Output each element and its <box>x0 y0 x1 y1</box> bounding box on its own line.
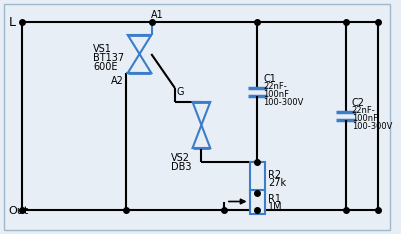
Text: G: G <box>177 87 184 97</box>
Text: VS1: VS1 <box>93 44 112 54</box>
FancyBboxPatch shape <box>4 4 390 230</box>
Text: C2: C2 <box>352 98 365 108</box>
Text: 600E: 600E <box>93 62 118 72</box>
Text: R2: R2 <box>268 171 282 180</box>
Text: 100-300V: 100-300V <box>352 122 392 131</box>
Text: L: L <box>9 17 16 29</box>
Text: 100nF: 100nF <box>352 114 378 123</box>
Text: 1M: 1M <box>268 202 283 212</box>
Text: C1: C1 <box>263 74 276 84</box>
Text: 22nF-: 22nF- <box>263 82 287 91</box>
Text: BT137: BT137 <box>93 53 124 63</box>
Text: Out: Out <box>9 206 29 216</box>
Text: DB3: DB3 <box>171 162 191 172</box>
Text: A1: A1 <box>151 10 164 20</box>
Text: 100-300V: 100-300V <box>263 98 304 107</box>
FancyBboxPatch shape <box>249 190 265 213</box>
FancyBboxPatch shape <box>249 162 265 193</box>
Text: R1: R1 <box>268 194 281 205</box>
Text: VS2: VS2 <box>171 153 190 163</box>
Text: 27k: 27k <box>268 179 286 189</box>
Text: 100nF: 100nF <box>263 90 289 99</box>
Text: A2: A2 <box>111 76 124 86</box>
Text: 22nF-: 22nF- <box>352 106 375 115</box>
